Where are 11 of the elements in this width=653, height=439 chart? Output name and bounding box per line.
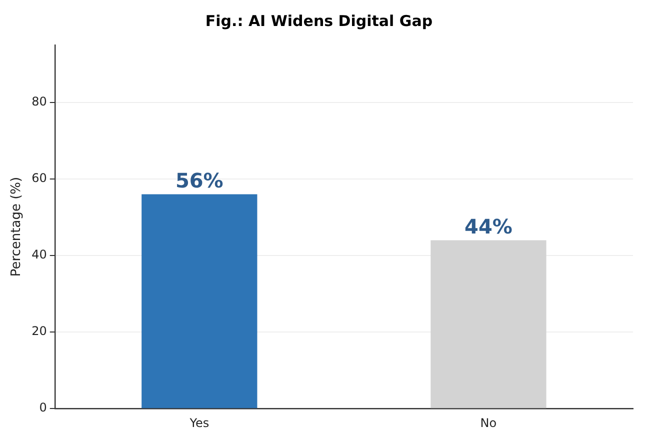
- x-tick-label: Yes: [188, 416, 210, 430]
- chart-title: Fig.: AI Widens Digital Gap: [205, 12, 433, 30]
- data-label: 44%: [464, 214, 512, 238]
- y-axis-title: Percentage (%): [9, 176, 24, 277]
- y-tick-label: 60: [32, 171, 47, 186]
- y-tick-label: 40: [32, 248, 47, 262]
- y-tick-label: 20: [32, 324, 47, 338]
- y-tick-label: 0: [39, 400, 47, 415]
- data-label: 56%: [175, 168, 224, 192]
- y-tick-label: 80: [32, 94, 47, 109]
- x-tick-label: No: [480, 416, 497, 430]
